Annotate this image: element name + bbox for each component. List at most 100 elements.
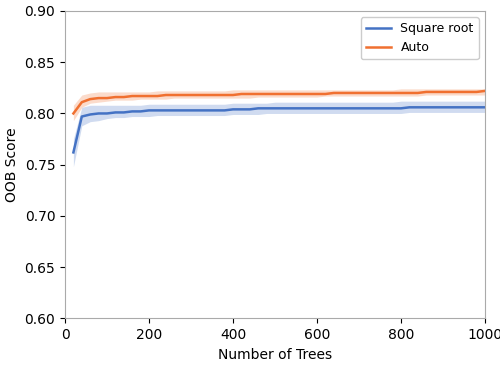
Square root	[364, 106, 370, 111]
Auto	[306, 92, 312, 96]
Square root	[440, 105, 446, 109]
Square root	[280, 106, 286, 111]
Square root	[247, 107, 253, 112]
Square root	[70, 150, 76, 154]
Square root	[339, 106, 345, 111]
Auto	[205, 93, 211, 97]
Auto	[196, 93, 202, 97]
Square root	[196, 108, 202, 113]
Auto	[339, 91, 345, 95]
Y-axis label: OOB Score: OOB Score	[5, 127, 19, 202]
Auto	[70, 111, 76, 116]
Auto	[297, 92, 303, 96]
Square root	[146, 108, 152, 113]
Square root	[482, 105, 488, 109]
Square root	[406, 105, 412, 109]
Square root	[289, 106, 295, 111]
Auto	[96, 96, 102, 100]
Square root	[465, 105, 471, 109]
Square root	[474, 105, 480, 109]
Auto	[423, 90, 429, 94]
Square root	[415, 105, 421, 109]
Auto	[465, 90, 471, 94]
Square root	[205, 108, 211, 113]
Auto	[146, 94, 152, 98]
Square root	[238, 107, 244, 112]
Square root	[163, 108, 169, 113]
Legend: Square root, Auto: Square root, Auto	[360, 17, 479, 60]
Line: Square root: Square root	[74, 107, 485, 152]
Auto	[264, 92, 270, 96]
Auto	[322, 92, 328, 96]
Square root	[314, 106, 320, 111]
Auto	[87, 97, 93, 101]
Auto	[448, 90, 454, 94]
Square root	[306, 106, 312, 111]
Square root	[348, 106, 354, 111]
Square root	[297, 106, 303, 111]
Square root	[373, 106, 379, 111]
Auto	[440, 90, 446, 94]
Auto	[79, 100, 85, 104]
Auto	[457, 90, 463, 94]
Auto	[415, 91, 421, 95]
Auto	[230, 93, 236, 97]
Square root	[180, 108, 186, 113]
Square root	[423, 105, 429, 109]
Square root	[121, 110, 127, 115]
Auto	[482, 89, 488, 93]
Square root	[331, 106, 337, 111]
Square root	[356, 106, 362, 111]
Auto	[171, 93, 177, 97]
Auto	[154, 94, 160, 98]
Auto	[406, 91, 412, 95]
Auto	[104, 96, 110, 100]
Auto	[112, 95, 118, 99]
Square root	[381, 106, 387, 111]
Square root	[398, 106, 404, 111]
Square root	[171, 108, 177, 113]
Square root	[230, 107, 236, 112]
Line: Auto: Auto	[74, 91, 485, 113]
Auto	[163, 93, 169, 97]
Square root	[457, 105, 463, 109]
Auto	[180, 93, 186, 97]
Auto	[247, 92, 253, 96]
Auto	[373, 91, 379, 95]
Auto	[121, 95, 127, 99]
Square root	[96, 111, 102, 116]
Auto	[474, 90, 480, 94]
Square root	[222, 108, 228, 113]
Auto	[331, 91, 337, 95]
Auto	[213, 93, 219, 97]
Square root	[272, 106, 278, 111]
Auto	[188, 93, 194, 97]
Auto	[314, 92, 320, 96]
Square root	[87, 112, 93, 117]
Auto	[398, 91, 404, 95]
Square root	[154, 108, 160, 113]
Auto	[390, 91, 396, 95]
Square root	[432, 105, 438, 109]
Square root	[255, 106, 261, 111]
Auto	[238, 92, 244, 96]
Auto	[432, 90, 438, 94]
Square root	[79, 114, 85, 119]
Auto	[364, 91, 370, 95]
Square root	[138, 109, 143, 113]
Square root	[112, 110, 118, 115]
Square root	[129, 109, 135, 113]
Auto	[272, 92, 278, 96]
Auto	[222, 93, 228, 97]
Auto	[381, 91, 387, 95]
Square root	[448, 105, 454, 109]
Auto	[255, 92, 261, 96]
Square root	[213, 108, 219, 113]
Square root	[264, 106, 270, 111]
Auto	[129, 94, 135, 98]
Auto	[289, 92, 295, 96]
Square root	[322, 106, 328, 111]
X-axis label: Number of Trees: Number of Trees	[218, 348, 332, 362]
Square root	[390, 106, 396, 111]
Square root	[188, 108, 194, 113]
